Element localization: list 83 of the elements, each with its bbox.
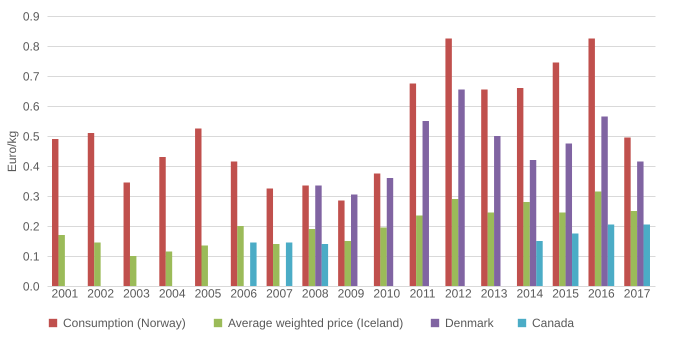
bar (237, 226, 244, 286)
x-tick-label: 2011 (410, 286, 436, 300)
bar (644, 224, 650, 286)
bar (159, 157, 166, 286)
bar (410, 84, 416, 286)
bar (338, 200, 345, 286)
x-tick-label: 2004 (158, 286, 186, 300)
bar (302, 186, 309, 286)
bar (124, 182, 130, 286)
bar (130, 256, 136, 286)
x-tick-label: 2006 (230, 286, 258, 300)
y-tick-label: 0.8 (22, 40, 40, 54)
x-tick-label: 2009 (338, 286, 365, 300)
bar (566, 144, 572, 286)
bar (351, 194, 358, 286)
bar (559, 212, 566, 286)
x-tick-label: 2002 (87, 286, 114, 300)
y-axis-title: Euro/kg (4, 130, 19, 172)
bar (572, 234, 578, 286)
x-tick-label: 2010 (373, 286, 400, 300)
y-tick-label: 0.4 (22, 160, 40, 174)
y-tick-label: 0.3 (22, 190, 40, 204)
bar (452, 199, 458, 286)
bar (230, 162, 238, 286)
x-tick-label: 2013 (480, 286, 508, 300)
legend-label: Denmark (445, 316, 495, 330)
bar (308, 229, 316, 286)
x-tick-label: 2003 (123, 286, 150, 300)
bar (601, 116, 608, 286)
y-tick-label: 0.6 (22, 100, 40, 114)
bar (445, 38, 452, 286)
bar (266, 188, 274, 286)
bar (273, 244, 280, 286)
bar (481, 90, 488, 286)
bar (286, 242, 292, 286)
bar (516, 88, 524, 286)
bar (608, 224, 614, 286)
bar (530, 160, 536, 286)
bar (58, 235, 65, 286)
y-tick-label: 0.5 (22, 130, 40, 144)
x-tick-label: 2008 (302, 286, 329, 300)
bar (344, 241, 351, 286)
bar (422, 121, 429, 286)
x-tick-label: 2007 (266, 286, 294, 300)
x-tick-label: 2016 (588, 286, 616, 300)
bar (458, 90, 465, 286)
legend-label: Average weighted price (Iceland) (228, 316, 404, 330)
y-tick-label: 0.1 (22, 250, 40, 264)
y-tick-label: 0.0 (22, 280, 40, 294)
y-tick-label: 0.9 (22, 10, 40, 24)
bar (536, 241, 543, 286)
bar (94, 242, 101, 286)
x-tick-label: 2005 (194, 286, 222, 300)
x-tick-label: 2001 (52, 286, 79, 300)
x-tick-label: 2012 (444, 286, 472, 300)
bar (250, 242, 257, 286)
x-tick-label: 2017 (624, 286, 651, 300)
y-tick-label: 0.2 (22, 220, 40, 234)
y-tick-label: 0.7 (22, 70, 40, 84)
bar (202, 246, 208, 286)
bar (523, 202, 530, 286)
bar (322, 244, 328, 286)
bar (315, 186, 322, 286)
bar (386, 178, 394, 286)
bar (195, 128, 202, 286)
bar (380, 228, 387, 286)
bar (588, 38, 595, 286)
legend-label: Canada (532, 316, 574, 330)
bar (416, 216, 423, 286)
bar (494, 136, 500, 286)
legend-label: Consumption (Norway) (63, 316, 186, 330)
x-tick-label: 2014 (516, 286, 544, 300)
bar (52, 139, 58, 286)
bar (624, 138, 631, 286)
x-tick-label: 2015 (552, 286, 580, 300)
bar (594, 192, 602, 286)
bar (637, 162, 644, 286)
bar (374, 174, 380, 286)
bar (630, 211, 638, 286)
bar (88, 133, 94, 286)
bar (488, 212, 494, 286)
bar (166, 252, 172, 286)
bar (552, 62, 560, 286)
